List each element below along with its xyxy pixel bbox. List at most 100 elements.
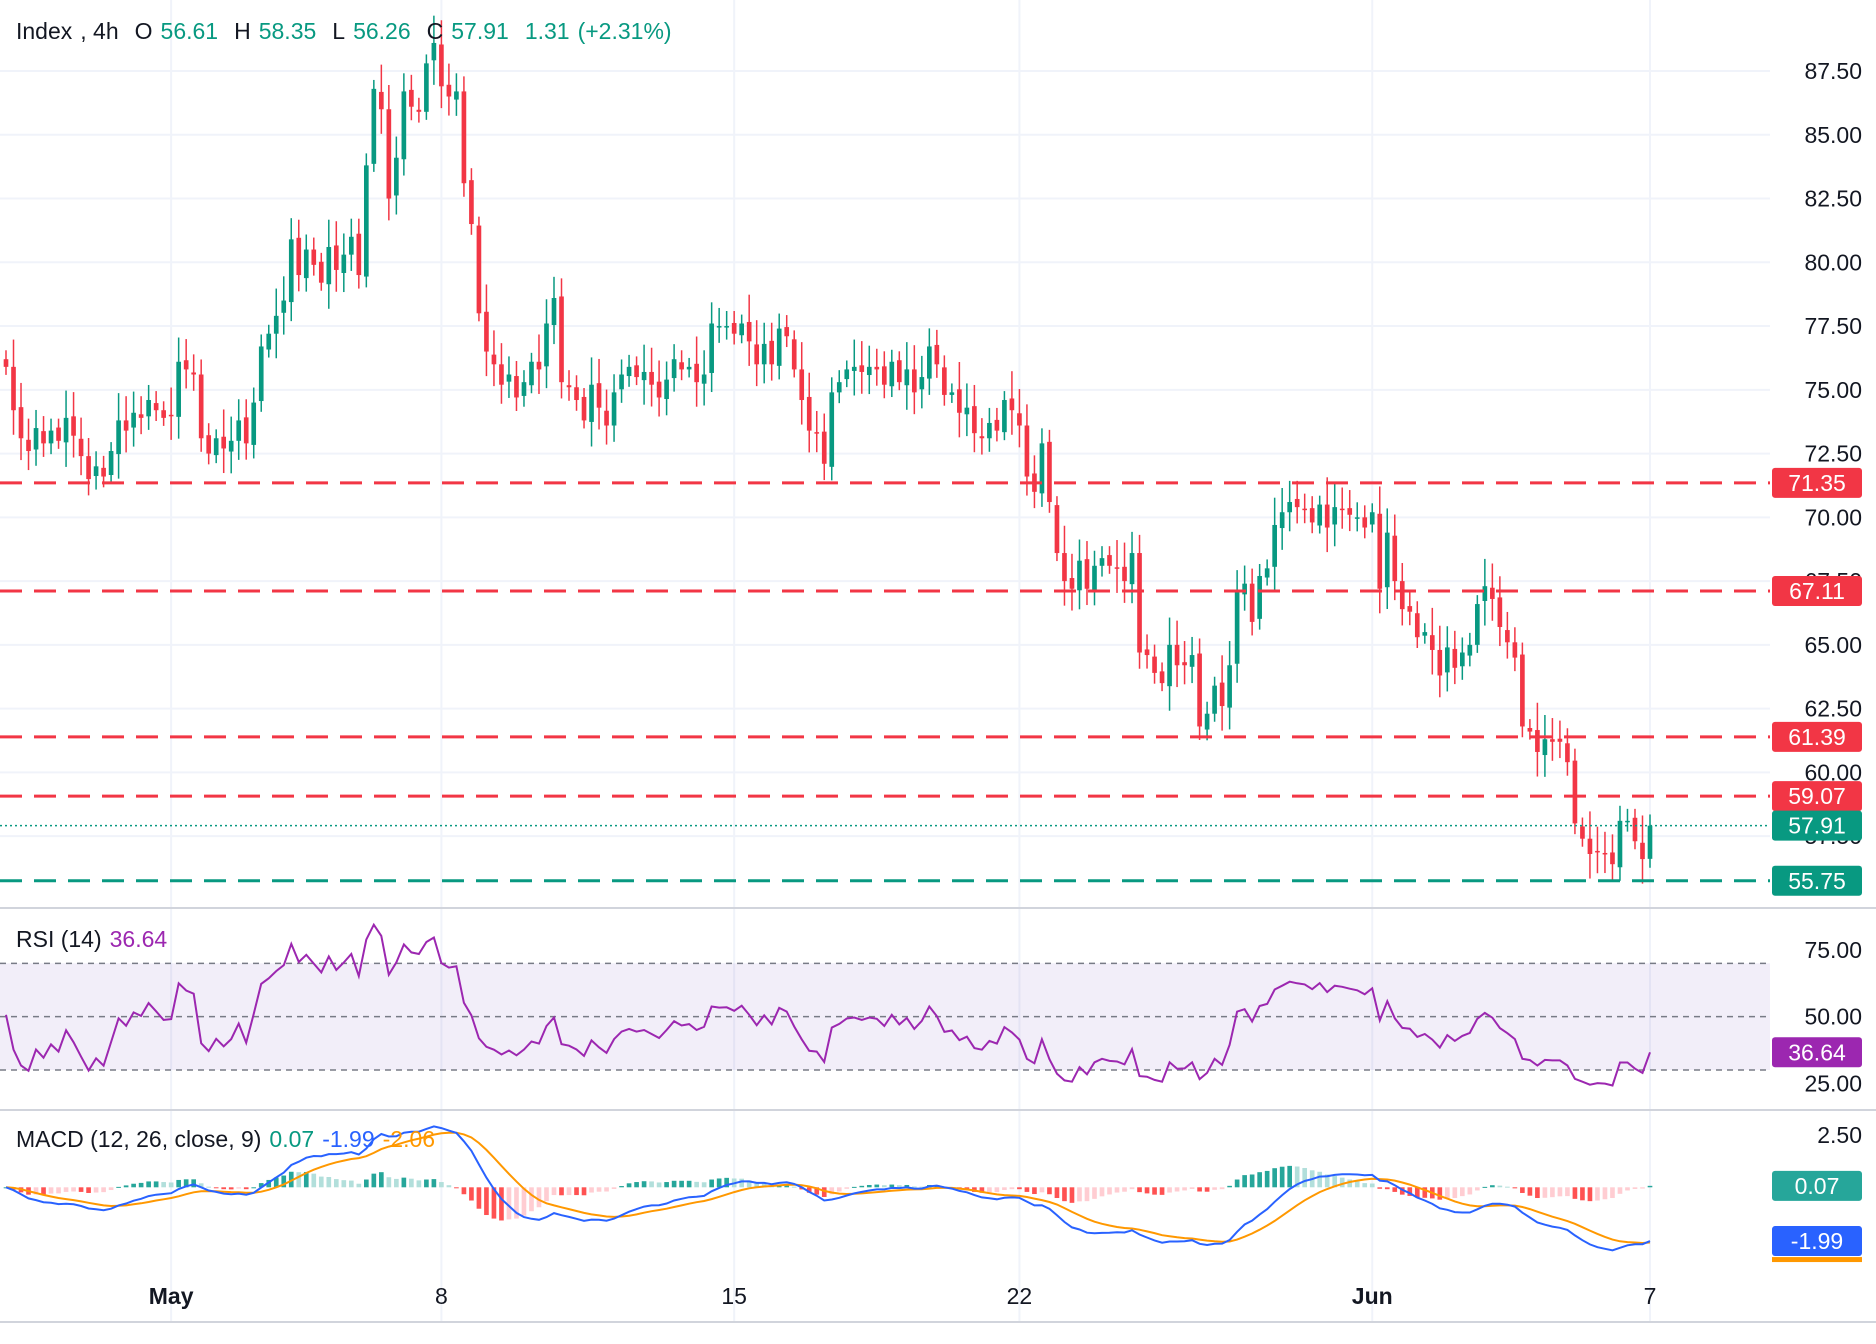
candle [1197,653,1202,727]
macd-value-tag-bg [1772,1226,1862,1257]
macd-value-tag: -1.99 [1791,1228,1843,1254]
candle [1219,682,1225,707]
macd-histogram-bar [581,1187,587,1196]
candle [694,363,699,383]
macd-histogram-bar [1610,1187,1615,1199]
macd-histogram-bar [326,1177,332,1188]
candle [521,382,527,396]
candle [1317,504,1323,526]
macd-histogram-bar [1227,1185,1232,1188]
candle [364,165,369,277]
macd-histogram-bar [694,1181,699,1188]
last-price-tag-bg [1772,810,1862,841]
candle [1572,760,1578,824]
macd-histogram-bar [116,1186,121,1188]
macd-histogram-bar [1542,1187,1548,1198]
macd-histogram-bar [1039,1187,1045,1193]
macd-histogram-bar [348,1180,354,1188]
macd-hist-tag-bg [1772,1170,1862,1201]
macd-histogram-bar [469,1187,474,1201]
candle [544,323,549,367]
macd-histogram-bar [1602,1187,1608,1200]
macd-histogram-bar [1632,1187,1638,1189]
candle [1369,512,1375,525]
time-axis-label: Jun [1352,1283,1393,1309]
macd-histogram-bar [521,1187,527,1216]
level-price-tag: 59.07 [1788,783,1846,809]
low-value: L 56.26 [332,18,411,44]
candle [78,438,84,457]
candle [746,321,752,342]
candle [123,420,129,431]
macd-histogram-bar [1617,1187,1623,1194]
price-axis-label: 70.00 [1804,504,1862,530]
rsi-line [5,922,1651,1087]
candle [243,417,249,444]
candle [476,225,482,314]
price-legend: Index, 4h O 56.61 H 58.35 L 56.26 C 57.91 1.31 (+2… [16,18,680,45]
macd-axis-label: 2.50 [1817,1122,1862,1148]
candle [889,361,895,387]
candle [1107,555,1112,566]
rsi-axis-label: 50.00 [1804,1004,1862,1030]
macd-histogram-bar [1587,1187,1593,1202]
candle [454,91,459,100]
macd-histogram-bar [1444,1187,1450,1199]
candle [851,366,857,371]
macd-hist-value: 0.07 [269,1126,315,1152]
candle [1182,662,1187,666]
candle [724,326,729,328]
candle [551,297,557,326]
macd-signal-tag [1772,1257,1862,1263]
candle [1362,517,1368,528]
macd-line [5,1125,1651,1252]
candle [1054,505,1060,554]
open-value: O 56.61 [134,18,219,44]
candle [1467,644,1473,656]
candle [424,63,429,112]
macd-histogram-bar [791,1186,797,1188]
candle [1137,553,1142,653]
macd-hist-tag: 0.07 [1795,1173,1840,1199]
macd-legend: MACD (12, 26, close, 9) 0.07 -1.99 -2.06 [16,1126,443,1153]
candle [626,366,632,377]
candle [536,361,542,370]
candle [161,410,166,418]
macd-histogram-bar [1414,1187,1420,1198]
candle [491,354,497,365]
candle [86,456,91,480]
candle [709,323,714,373]
macd-histogram-bar [664,1182,669,1188]
candle [1354,517,1360,519]
candle [1189,655,1195,667]
macd-histogram-bar [101,1187,106,1193]
candle [1099,558,1105,566]
macd-histogram-bar [33,1187,39,1195]
price-axis-label: 77.50 [1804,313,1862,339]
macd-histogram-bar [476,1187,482,1209]
candle [221,436,227,449]
macd-histogram-bar [987,1187,992,1193]
candle [514,376,519,398]
candle [198,374,204,439]
candle [333,245,339,270]
macd-histogram-bar [461,1187,467,1195]
candle [439,44,444,87]
macd-histogram-bar [1137,1187,1142,1193]
macd-histogram-bar [1384,1187,1390,1190]
candle [131,412,136,428]
candle [559,296,564,383]
macd-histogram-bar [821,1187,827,1197]
macd-histogram-bar [176,1179,181,1188]
level-price-tag: 55.75 [1788,868,1846,894]
macd-histogram-bar [874,1184,880,1188]
candle [1009,398,1015,411]
candle [1384,532,1390,588]
macd-histogram-bar [1294,1166,1300,1188]
macd-histogram-bar [1204,1187,1210,1192]
macd-histogram-bar [131,1183,136,1188]
macd-histogram-bar [1152,1187,1157,1195]
price-axis-label: 62.50 [1804,696,1862,722]
candle [814,432,820,434]
